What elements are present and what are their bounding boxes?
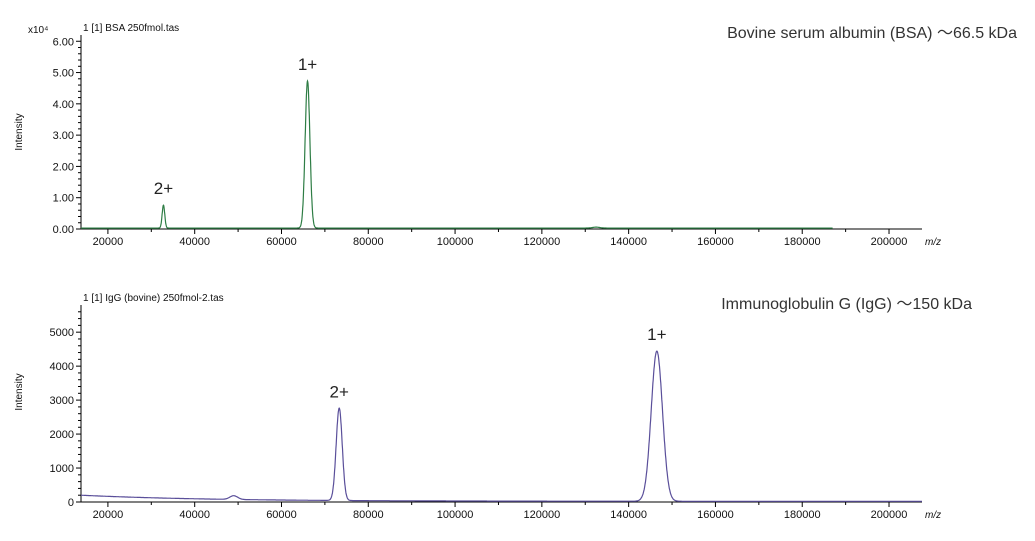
y-tick-label: 0.00 xyxy=(53,224,74,236)
x-tick-label: 160000 xyxy=(697,509,734,521)
spectrum-panel-1: 20000 40000 60000 80000 100000 120000 140000 16… xyxy=(14,23,1017,248)
x-tick-label: 180000 xyxy=(784,509,821,521)
x-tick-label: 20000 xyxy=(93,509,124,521)
y-tick-label: 6.00 xyxy=(53,36,74,48)
x-tick-label: 140000 xyxy=(610,236,647,248)
x-tick-label: 120000 xyxy=(523,509,560,521)
file-label: 1 [1] BSA 250fmol.tas xyxy=(83,23,179,34)
spectrum-trace xyxy=(81,79,833,229)
x-tick-label: 40000 xyxy=(179,509,210,521)
x-tick-label: 100000 xyxy=(437,509,474,521)
spectrum-trace xyxy=(81,350,922,502)
y-tick-label: 5.00 xyxy=(53,68,74,80)
spectrum-panel-2: 20000 40000 60000 80000 100000 120000 140000 16… xyxy=(14,293,972,521)
x-tick-label: 60000 xyxy=(266,236,297,248)
y-tick-label: 4.00 xyxy=(53,99,74,111)
y-axis-label: Intensity xyxy=(14,113,25,150)
x-tick-label: 20000 xyxy=(93,236,124,248)
y-tick-label: 5000 xyxy=(50,327,74,339)
x-tick-label: 80000 xyxy=(353,236,384,248)
x-tick-label: 100000 xyxy=(437,236,474,248)
y-axis-label: Intensity xyxy=(14,373,25,410)
peak-label-2plus: 2+ xyxy=(154,179,173,198)
x-tick-label: 200000 xyxy=(871,236,908,248)
x-axis-label: m/z xyxy=(925,237,941,248)
x-tick-label: 160000 xyxy=(697,236,734,248)
y-tick-label: 1000 xyxy=(50,463,74,475)
y-tick-label: 0 xyxy=(68,497,74,509)
y-tick-label: 4000 xyxy=(50,361,74,373)
chart-title: Bovine serum albumin (BSA) 〜66.5 kDa xyxy=(727,25,1017,42)
x-tick-label: 80000 xyxy=(353,509,384,521)
chart-title: Immunoglobulin G (IgG) 〜150 kDa xyxy=(721,296,972,313)
x-tick-label: 120000 xyxy=(523,236,560,248)
peak-label-1plus: 1+ xyxy=(647,325,666,344)
y-tick-label: 3000 xyxy=(50,395,74,407)
x-tick-label: 60000 xyxy=(266,509,297,521)
x-tick-label: 180000 xyxy=(784,236,821,248)
peak-label-2plus: 2+ xyxy=(330,383,349,402)
x-tick-label: 140000 xyxy=(610,509,647,521)
y-multiplier: x10⁴ xyxy=(28,25,48,36)
y-tick-label: 2000 xyxy=(50,429,74,441)
x-tick-label: 200000 xyxy=(871,509,908,521)
x-axis-label: m/z xyxy=(925,510,941,521)
file-label: 1 [1] IgG (bovine) 250fmol-2.tas xyxy=(83,293,224,304)
x-tick-label: 40000 xyxy=(179,236,210,248)
y-tick-label: 1.00 xyxy=(53,193,74,205)
y-tick-label: 3.00 xyxy=(53,130,74,142)
peak-label-1plus: 1+ xyxy=(298,55,317,74)
y-tick-label: 2.00 xyxy=(53,161,74,173)
